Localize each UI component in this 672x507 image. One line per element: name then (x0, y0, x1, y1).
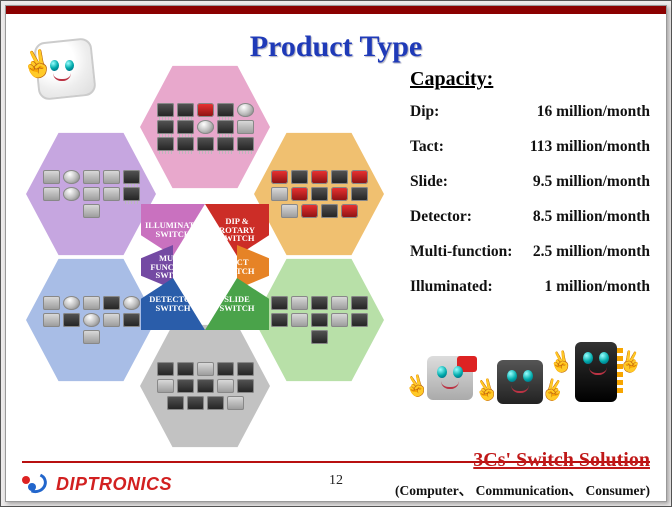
brand-logo-icon (22, 473, 50, 495)
hex-illuminated (26, 129, 156, 259)
hex-slide (254, 255, 384, 385)
page-number: 12 (329, 473, 343, 489)
capacity-row: Tact: 113 million/month (410, 138, 654, 156)
label-detector: DETECTOR SWITCH (141, 278, 205, 330)
capacity-title: Capacity: (410, 68, 654, 91)
page-title: Product Type (6, 30, 666, 64)
label-illuminated: ILLUMINATED SWITCH (141, 204, 205, 256)
footer: DIPTRONICS 12 3Cs' Switch Solution (Comp… (6, 453, 666, 501)
capacity-value: 2.5 million/month (533, 243, 650, 261)
capacity-label: Slide: (410, 173, 448, 191)
capacity-value: 8.5 million/month (533, 208, 650, 226)
top-accent-bar (6, 6, 666, 14)
mascots-bottom: ✌ ✌✌ ✌✌ (418, 346, 638, 446)
capacity-label: Tact: (410, 138, 444, 156)
capacity-label: Illuminated: (410, 278, 493, 296)
capacity-label: Dip: (410, 103, 439, 121)
mascot-icon: ✌ (418, 356, 482, 442)
solution-title: 3Cs' Switch Solution (395, 449, 650, 472)
capacity-value: 1 million/month (544, 278, 650, 296)
hex-detector (140, 321, 270, 451)
capacity-value: 113 million/month (530, 138, 650, 156)
hex-tact (254, 129, 384, 259)
footer-brand: DIPTRONICS (22, 473, 172, 495)
hex-dip-rotary (140, 62, 270, 192)
hex-center-labels: ILLUMINATED SWITCH DIP & ROTARY SWITCH M… (141, 193, 269, 321)
solution-sub: (Computer、 Communication、 Consumer) (395, 479, 650, 499)
capacity-label: Detector: (410, 208, 472, 226)
brand-name: DIPTRONICS (56, 474, 172, 495)
capacity-row: Multi-function: 2.5 million/month (410, 243, 654, 261)
product-hexgrid: ILLUMINATED SWITCH DIP & ROTARY SWITCH M… (12, 66, 402, 466)
mascot-icon: ✌✌ (488, 360, 552, 446)
capacity-row: Illuminated: 1 million/month (410, 278, 654, 296)
capacity-row: Detector: 8.5 million/month (410, 208, 654, 226)
capacity-label: Multi-function: (410, 243, 512, 261)
capacity-row: Dip: 16 million/month (410, 103, 654, 121)
footer-solution: 3Cs' Switch Solution (Computer、 Communic… (395, 455, 650, 499)
mascot-icon: ✌✌ (564, 342, 628, 428)
capacity-section: Capacity: Dip: 16 million/month Tact: 11… (410, 68, 654, 313)
label-slide: SLIDE SWITCH (205, 278, 269, 330)
capacity-value: 9.5 million/month (533, 173, 650, 191)
hex-multi-function (26, 255, 156, 385)
capacity-value: 16 million/month (537, 103, 650, 121)
slide: Product Type ✌ (5, 5, 667, 502)
capacity-row: Slide: 9.5 million/month (410, 173, 654, 191)
